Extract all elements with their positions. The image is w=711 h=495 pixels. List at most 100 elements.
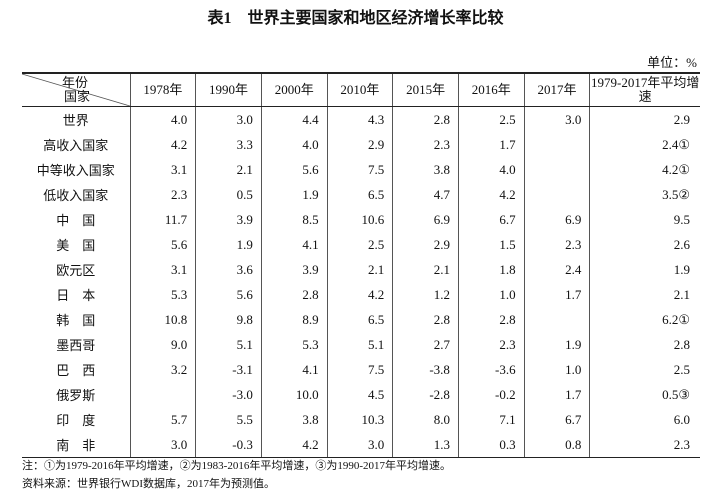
cell: 7.5 [326,157,394,182]
cell: 9.0 [129,332,197,357]
row-label: 欧元区 [22,257,131,282]
cell: 10.3 [326,407,394,432]
row-label: 墨西哥 [22,332,131,357]
cell: 5.3 [260,332,328,357]
cell: 2.5 [326,232,394,257]
column-header: 1990年 [195,73,262,107]
row: 俄罗斯 -3.0 10.0 4.5 -2.8 -0.2 1.7 0.5③ [22,382,700,407]
cell: 4.2 [326,282,394,307]
column-header: 2015年 [392,73,459,107]
cell: 1.2 [392,282,459,307]
cell: 3.6 [195,257,262,282]
cell: -3.0 [195,382,262,407]
cell: 5.6 [195,282,262,307]
row-label: 高收入国家 [22,132,131,157]
cell: 4.3 [326,106,394,132]
cell: 5.6 [260,157,328,182]
cell: 3.8 [260,407,328,432]
corner-top: 年份 [62,75,89,90]
cell: 2.9 [392,232,459,257]
cell: 1.9 [589,257,700,282]
cell: 3.3 [195,132,262,157]
cell: 2.5 [457,106,525,132]
cell: 1.0 [523,357,591,382]
cell: 6.5 [326,182,394,207]
cell: 3.0 [195,106,262,132]
cell: 2.7 [392,332,459,357]
column-header: 1978年 [129,73,197,107]
cell: 1.9 [260,182,328,207]
row: 中等收入国家 3.1 2.1 5.6 7.5 3.8 4.0 4.2① [22,157,700,182]
cell: 2.8 [392,307,459,332]
cell: 4.7 [392,182,459,207]
cell: 2.1 [195,157,262,182]
cell: 5.7 [129,407,197,432]
row-label: 中 国 [22,207,131,232]
row-label: 美 国 [22,232,131,257]
cell: 5.1 [326,332,394,357]
cell: 3.2 [129,357,197,382]
cell: 3.1 [129,157,197,182]
cell: 3.8 [392,157,459,182]
cell: 3.1 [129,257,197,282]
cell: 2.9 [326,132,394,157]
cell [523,182,591,207]
cell: 3.5② [589,182,700,207]
cell: 2.8 [260,282,328,307]
cell: 5.3 [129,282,197,307]
cell: 4.1 [260,232,328,257]
row: 韩 国 10.8 9.8 8.9 6.5 2.8 2.8 6.2① [22,307,700,332]
cell: 6.0 [589,407,700,432]
column-header: 2000年 [260,73,328,107]
corner-cell: 年份 国家 [22,73,131,107]
cell: 10.6 [326,207,394,232]
column-header: 2016年 [457,73,525,107]
cell: 6.9 [392,207,459,232]
cell: 9.5 [589,207,700,232]
row: 高收入国家 4.2 3.3 4.0 2.9 2.3 1.7 2.4① [22,132,700,157]
cell: 0.8 [523,432,591,458]
row-label: 巴 西 [22,357,131,382]
cell: 5.6 [129,232,197,257]
cell: 11.7 [129,207,197,232]
cell: 1.9 [195,232,262,257]
row: 印 度 5.7 5.5 3.8 10.3 8.0 7.1 6.7 6.0 [22,407,700,432]
cell: 2.3 [457,332,525,357]
cell: 10.8 [129,307,197,332]
cell: 4.0 [129,106,197,132]
cell: 0.3 [457,432,525,458]
cell: 4.2 [260,432,328,458]
cell: 4.5 [326,382,394,407]
title: 表1 世界主要国家和地区经济增长率比较 [207,10,504,27]
cell: 1.9 [523,332,591,357]
note: 资料来源：世界银行WDI数据库，2017年为预测值。 [22,478,275,490]
cell: -3.8 [392,357,459,382]
unit: 单位：% [647,55,697,70]
row-label: 印 度 [22,407,131,432]
row: 南 非 3.0 -0.3 4.2 3.0 1.3 0.3 0.8 2.3 [22,432,700,458]
cell: 2.4① [589,132,700,157]
cell: 4.2① [589,157,700,182]
cell: -3.1 [195,357,262,382]
cell: 2.9 [589,106,700,132]
row: 墨西哥 9.0 5.1 5.3 5.1 2.7 2.3 1.9 2.8 [22,332,700,357]
corner-bottom: 国家 [64,89,91,104]
row-label: 低收入国家 [22,182,131,207]
row-label: 南 非 [22,432,131,458]
cell: 2.3 [523,232,591,257]
cell [523,157,591,182]
cell: 2.6 [589,232,700,257]
cell: 2.3 [129,182,197,207]
cell: 4.2 [457,182,525,207]
row-label: 韩 国 [22,307,131,332]
row-label: 世界 [22,106,131,132]
cell: 1.7 [523,382,591,407]
cell: 6.7 [457,207,525,232]
cell: 3.9 [260,257,328,282]
cell: 1.3 [392,432,459,458]
cell: 0.5③ [589,382,700,407]
cell: 1.5 [457,232,525,257]
table: 年份 国家 1978年 1990年 2000年 2010年 2015年 2016年 2017… [22,72,700,458]
notes: 注：①为1979-2016年平均增速，②为1983-2016年平均增速，③为19… [22,457,451,493]
